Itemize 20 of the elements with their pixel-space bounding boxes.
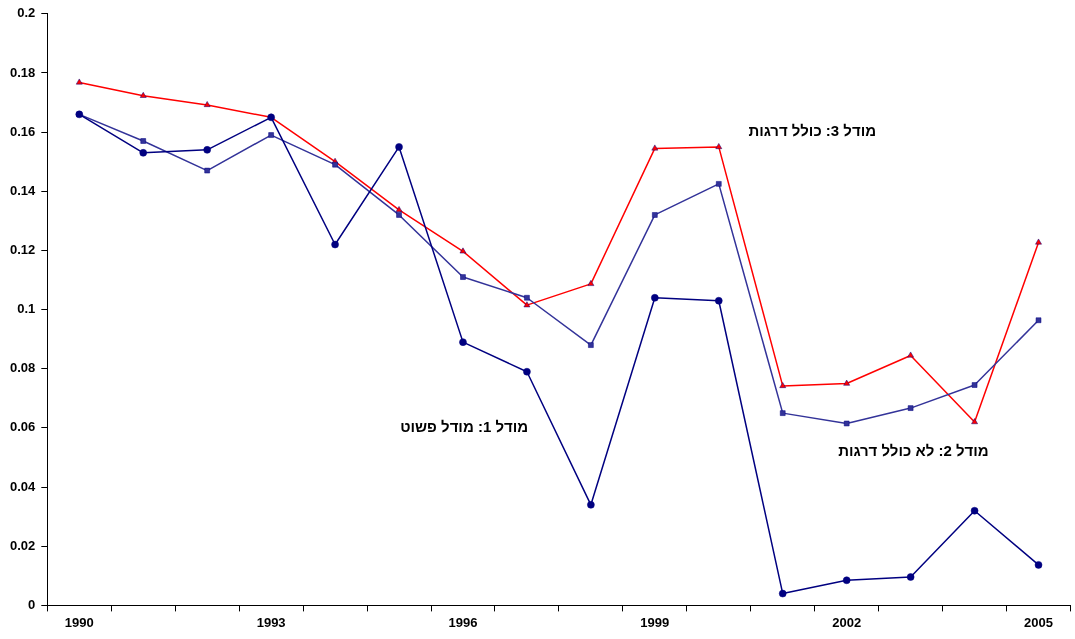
x-tick-label: 2002 xyxy=(832,614,862,630)
y-tick-label: 0.12 xyxy=(9,242,36,258)
y-tick-label: 0.08 xyxy=(9,360,36,376)
y-tick-label: 0.02 xyxy=(9,537,36,553)
y-tick-label: 0.06 xyxy=(9,419,36,435)
x-tick-label: 1990 xyxy=(64,614,94,630)
y-tick-label: 0.14 xyxy=(9,182,37,198)
series-label: מודל 2: לא כולל דרגות xyxy=(838,441,989,459)
y-tick-label: 0.16 xyxy=(9,123,36,139)
x-tick-label: 2005 xyxy=(1024,614,1053,630)
y-tick-label: 0 xyxy=(28,596,36,612)
y-tick-label: 0.2 xyxy=(17,5,36,21)
series-label: מודל 3: כולל דרגות xyxy=(748,122,877,140)
x-tick-label: 1996 xyxy=(448,614,478,630)
series-label: מודל 1: מודל פשוט xyxy=(400,418,529,436)
x-tick-label: 1999 xyxy=(640,614,670,630)
y-tick-label: 0.1 xyxy=(17,301,36,317)
y-tick-label: 0.04 xyxy=(9,478,37,494)
y-tick-label: 0.18 xyxy=(9,64,36,80)
x-tick-label: 1993 xyxy=(256,614,286,630)
